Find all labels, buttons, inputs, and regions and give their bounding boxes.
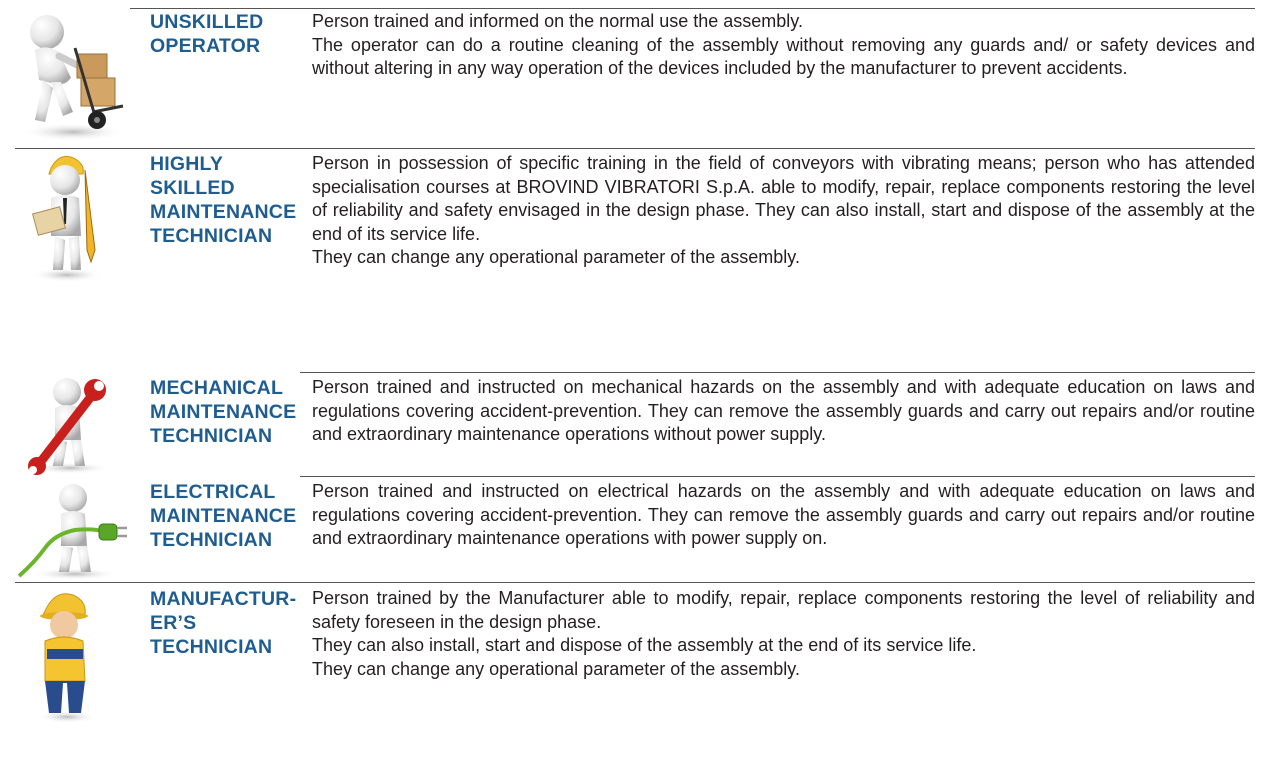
title-line: TECHNICIAN (150, 425, 273, 447)
role-title: UNSKILLED OPERATOR (150, 10, 310, 58)
rule (15, 582, 1255, 583)
manufacturer-figure (37, 593, 97, 723)
paragraph: They can change any operational paramete… (312, 658, 800, 679)
title-line: TECHNICIAN (150, 529, 273, 551)
rule (130, 8, 1255, 9)
operator-figure (21, 15, 125, 141)
role-description: Person trained by the Manufacturer able … (312, 587, 1255, 681)
rule (15, 148, 1255, 149)
title-line: TECHNICIAN (150, 636, 273, 658)
title-line: MAINTENANCE (150, 401, 297, 423)
title-line: TECHNICIAN (150, 225, 273, 247)
mechanic-figure (28, 378, 110, 475)
rule (300, 476, 1255, 477)
role-title: HIGHLY SKILLED MAINTENANCE TECHNICIAN (150, 152, 310, 248)
title-line: OPERATOR (150, 35, 261, 57)
title-line: ELECTRICAL (150, 481, 276, 503)
paragraph: Person trained by the Manufacturer able … (312, 588, 1255, 632)
paragraph: They can also install, start and dispose… (312, 635, 977, 656)
title-line: MAINTENANCE (150, 201, 297, 223)
title-line: MANUFACTUR- (150, 588, 297, 610)
title-line: MAINTENANCE (150, 505, 297, 527)
paragraph: Person trained and instructed on electri… (312, 481, 1255, 549)
rule (300, 372, 1255, 373)
role-title: MECHANICAL MAINTENANCE TECHNICIAN (150, 376, 310, 448)
electrician-figure (17, 484, 127, 580)
paragraph: Person in possession of specific trainin… (312, 153, 1255, 244)
paragraph: The operator can do a routine cleaning o… (312, 34, 1255, 79)
paragraph: Person trained and informed on the norma… (312, 11, 803, 31)
role-title: ELECTRICAL MAINTENANCE TECHNICIAN (150, 480, 310, 552)
role-description: Person in possession of specific trainin… (312, 152, 1255, 270)
paragraph: Person trained and instructed on mechani… (312, 377, 1255, 445)
technician-figure (31, 155, 103, 282)
title-line: SKILLED (150, 177, 235, 199)
role-description: Person trained and instructed on mechani… (312, 376, 1255, 447)
role-title: MANUFACTUR- ER’S TECHNICIAN (150, 587, 310, 659)
title-line: ER’S (150, 612, 197, 634)
title-line: MECHANICAL (150, 377, 284, 399)
paragraph: They can change any operational paramete… (312, 247, 800, 268)
title-line: UNSKILLED (150, 11, 264, 33)
role-description: Person trained and instructed on electri… (312, 480, 1255, 551)
role-description: Person trained and informed on the norma… (312, 10, 1255, 81)
title-line: HIGHLY (150, 153, 224, 175)
